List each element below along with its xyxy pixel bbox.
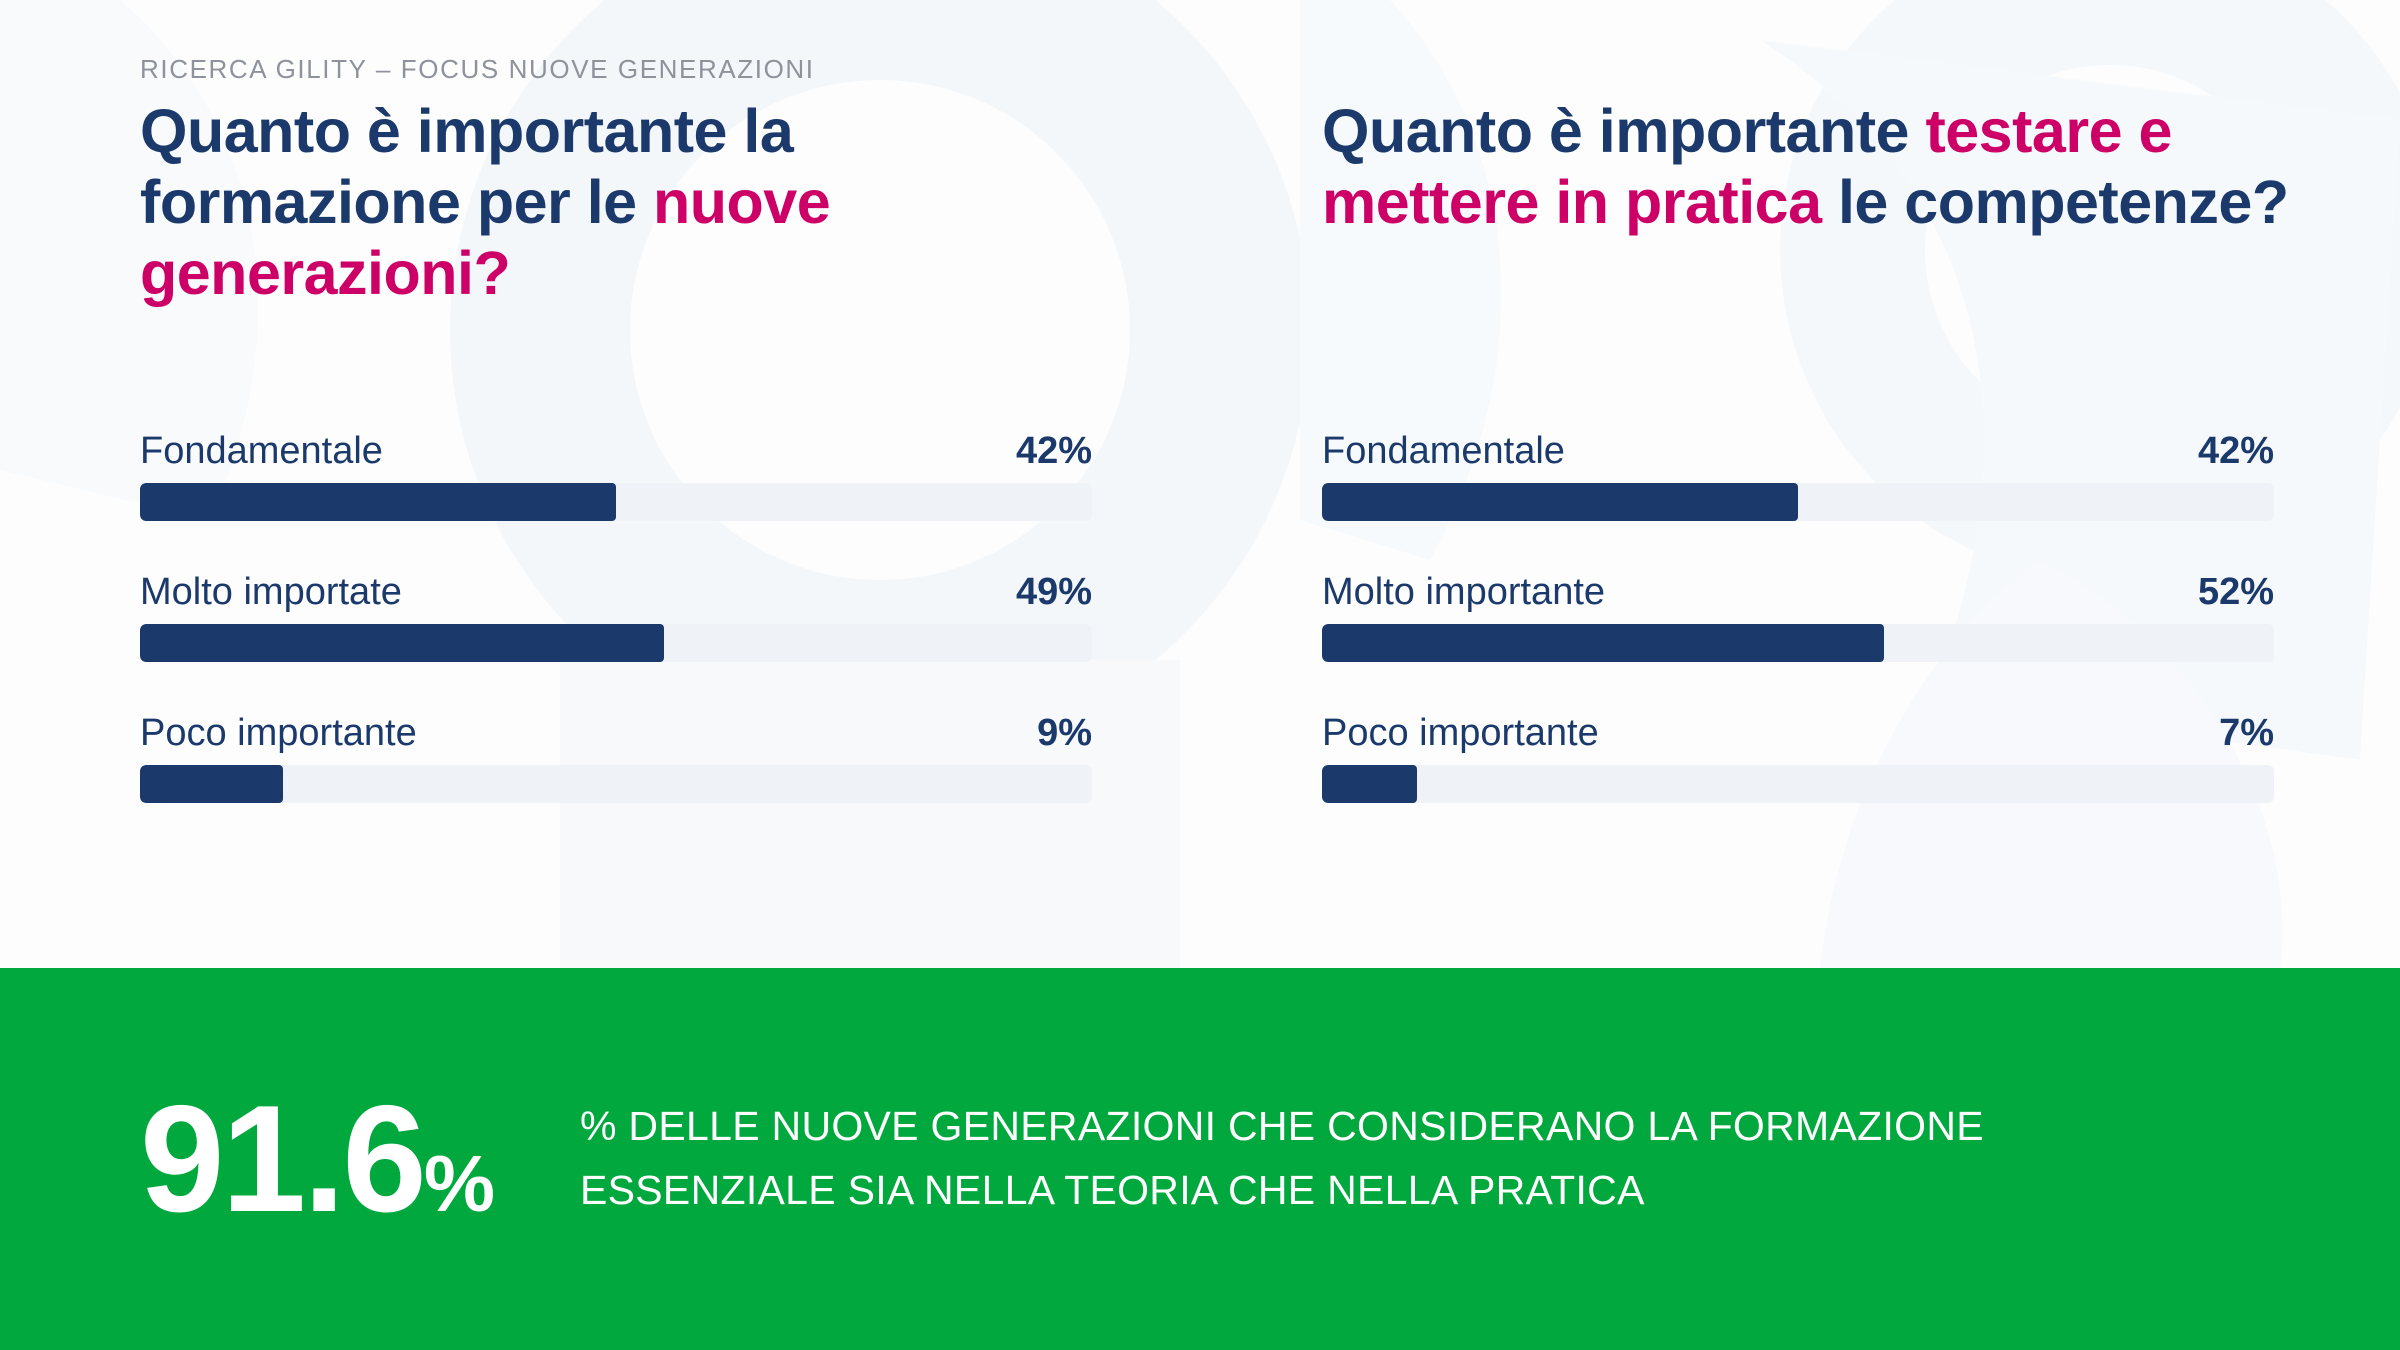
headline-part-navy-1: Quanto è importante — [1322, 97, 1926, 165]
bar-row-header: Fondamentale 42% — [1322, 432, 2274, 470]
headline-part-navy-1: Quanto è importante la formazione per le — [140, 97, 794, 236]
bar-label: Fondamentale — [140, 430, 383, 472]
footer-content: 91.6% % DELLE NUOVE GENERAZIONI CHE CONS… — [140, 968, 2320, 1350]
bar-track — [140, 483, 1092, 521]
panel-formazione-nuove-generazioni: Quanto è importante la formazione per le… — [140, 96, 1160, 803]
headline-part-pink: testare e mettere in pratica — [1322, 97, 2172, 236]
bar-value: 42% — [2197, 430, 2274, 472]
bar-value: 49% — [1015, 571, 1092, 613]
footer-stat-number: 91.6 — [140, 1073, 427, 1244]
bar-row-header: Poco importante 7% — [1322, 714, 2274, 752]
bar-track — [1322, 483, 2274, 521]
footer-description-line-2: ESSENZIALE SIA NELLA TEORIA CHE NELLA PR… — [579, 1167, 1645, 1213]
footer-description-line-1: % DELLE NUOVE GENERAZIONI CHE CONSIDERAN… — [579, 1103, 1984, 1150]
bar-value: 42% — [1015, 430, 1092, 472]
bar-fill — [1322, 483, 1798, 521]
bar-row: Molto importate 49% — [140, 573, 1092, 662]
bar-row-header: Fondamentale 42% — [140, 432, 1092, 470]
footer-stat-number-group: 91.6% — [140, 1073, 495, 1244]
bar-fill — [140, 483, 616, 521]
headline-part-pink: nuove generazioni? — [140, 167, 831, 307]
bar-track — [140, 624, 1092, 662]
eyebrow-label: RICERCA GILITY – FOCUS NUOVE GENERAZIONI — [140, 54, 815, 84]
bar-row: Molto importante 52% — [1322, 573, 2274, 662]
footer-stat-unit: % — [423, 1138, 495, 1228]
bar-fill — [1322, 765, 1418, 803]
bar-label: Fondamentale — [1322, 430, 1565, 472]
bar-chart-right: Fondamentale 42% Molto importante 52% — [1322, 432, 2274, 803]
headline-part-navy-2: le competenze? — [1821, 167, 2289, 236]
bar-label: Poco importante — [1322, 712, 1599, 754]
bar-track — [140, 765, 1092, 803]
bar-label: Molto importante — [1322, 571, 1606, 613]
bar-row: Poco importante 9% — [140, 714, 1092, 803]
bar-row-header: Molto importante 52% — [1322, 573, 2274, 611]
bar-fill — [140, 765, 283, 803]
bar-track — [1322, 624, 2274, 662]
charts-section: RICERCA GILITY – FOCUS NUOVE GENERAZIONI… — [140, 54, 2342, 803]
bar-row-header: Molto importate 49% — [140, 573, 1092, 611]
bar-value: 7% — [2219, 712, 2274, 754]
panel-headline-left: Quanto è importante la formazione per le… — [140, 96, 1120, 308]
panel-headline-right: Quanto è importante testare e mettere in… — [1322, 96, 2302, 238]
bar-row: Poco importante 7% — [1322, 714, 2274, 803]
bar-row: Fondamentale 42% — [140, 432, 1092, 521]
bar-track — [1322, 765, 2274, 803]
bar-fill — [140, 624, 664, 662]
bar-value: 52% — [2197, 571, 2274, 613]
bar-chart-left: Fondamentale 42% Molto importate 49% — [140, 432, 1092, 803]
bar-row-header: Poco importante 9% — [140, 714, 1092, 752]
bar-row: Fondamentale 42% — [1322, 432, 2274, 521]
bar-label: Molto importate — [140, 571, 402, 613]
footer-stat-band: 91.6% % DELLE NUOVE GENERAZIONI CHE CONS… — [0, 968, 2400, 1350]
bar-label: Poco importante — [140, 712, 417, 754]
bar-fill — [1322, 624, 1884, 662]
bar-value: 9% — [1037, 712, 1092, 754]
panel-testare-mettere-in-pratica: Quanto è importante testare e mettere in… — [1322, 96, 2342, 803]
footer-description: % DELLE NUOVE GENERAZIONI CHE CONSIDERAN… — [580, 1095, 1984, 1222]
